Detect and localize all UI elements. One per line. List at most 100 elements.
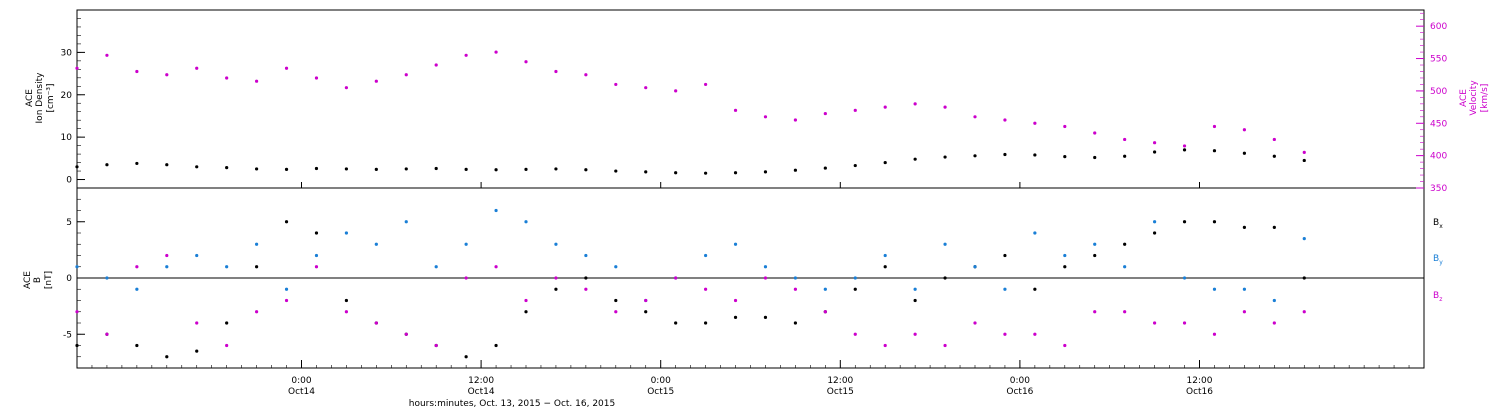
b-bz-point: [374, 321, 378, 325]
velocity-point: [105, 53, 109, 57]
velocity-point: [284, 66, 289, 70]
bottom-left-tick-label: -5: [63, 330, 72, 340]
b-bx-point: [644, 310, 648, 314]
top-left-axis-title-line3: [cm⁻³]: [46, 83, 56, 112]
ion-density-point: [284, 167, 289, 171]
ion-density-point: [1093, 155, 1097, 160]
velocity-point: [1272, 137, 1276, 142]
velocity-point: [255, 79, 259, 83]
b-bx-point: [1302, 276, 1306, 280]
b-bx-point: [284, 220, 289, 224]
b-by-point: [1123, 265, 1127, 269]
x-tick-time-label: 12:00: [468, 376, 494, 386]
x-tick-date-label: Oct16: [1006, 387, 1033, 397]
b-bz-point: [314, 265, 319, 269]
b-bz-point: [883, 343, 887, 348]
b-bx-point: [1212, 220, 1217, 224]
b-bz-point: [494, 265, 498, 269]
velocity-point: [704, 82, 708, 87]
bottom-left-axis-title-line1: ACE: [23, 271, 33, 289]
legend-entry-by: By: [1433, 254, 1443, 266]
bottom-left-axis-title-line3: [nT]: [44, 271, 54, 289]
b-bz-point: [704, 287, 708, 291]
velocity-point: [1033, 121, 1037, 125]
b-bx-point: [853, 287, 857, 291]
ion-density-point: [314, 166, 319, 171]
top-right-tick-label: 600: [1430, 22, 1447, 32]
x-tick-date-label: Oct15: [647, 387, 674, 397]
ion-density-point: [644, 170, 648, 174]
b-by-point: [195, 253, 199, 258]
x-tick-date-label: Oct15: [827, 387, 854, 397]
b-by-point: [135, 287, 139, 291]
b-bx-point: [793, 321, 798, 325]
b-bz-point: [105, 332, 109, 336]
velocity-point: [404, 73, 408, 77]
b-by-point: [225, 265, 229, 269]
velocity-point: [1063, 124, 1067, 129]
ion-density-point: [1182, 148, 1187, 152]
top-right-tick-label: 400: [1430, 152, 1447, 162]
b-by-point: [1242, 287, 1246, 291]
x-tick-time-label: 0:00: [651, 376, 671, 386]
velocity-point: [674, 89, 678, 93]
bottom-left-tick-label: 0: [66, 274, 72, 284]
velocity-point: [374, 79, 378, 83]
b-by-point: [614, 265, 618, 269]
b-by-point: [524, 220, 528, 224]
b-by-point: [1182, 276, 1187, 280]
x-tick-time-label: 0:00: [1010, 376, 1030, 386]
b-by-point: [1153, 220, 1157, 224]
ion-density-point: [1242, 151, 1246, 155]
b-bz-point: [284, 298, 289, 303]
b-bz-point: [1212, 332, 1217, 336]
b-bx-point: [1272, 225, 1276, 229]
velocity-point: [973, 115, 977, 119]
b-bz-point: [1272, 321, 1276, 325]
b-bz-point: [1153, 321, 1157, 325]
b-bz-point: [1242, 310, 1246, 314]
b-bz-point: [1182, 321, 1187, 325]
ion-density-point: [733, 171, 738, 175]
b-bx-point: [1182, 220, 1187, 224]
ion-density-point: [374, 167, 378, 171]
b-bx-point: [883, 265, 887, 269]
velocity-point: [1302, 150, 1306, 154]
ticks-layer: 0:00Oct1412:00Oct140:00Oct1512:00Oct150:…: [61, 12, 1447, 397]
top-right-tick-label: 450: [1430, 119, 1447, 129]
ion-density-point: [105, 163, 109, 167]
b-bx-point: [344, 298, 348, 303]
ion-density-point: [165, 163, 169, 167]
b-bz-point: [344, 310, 348, 314]
ion-density-point: [584, 168, 588, 172]
b-by-point: [1272, 298, 1276, 303]
velocity-point: [1003, 118, 1007, 122]
b-bx-point: [1093, 253, 1097, 258]
top-right-axis-title-line1: ACE: [1459, 89, 1469, 107]
ion-density-point: [793, 168, 798, 172]
velocity-point: [344, 86, 348, 90]
top-left-tick-label: 30: [61, 48, 73, 58]
b-bx-point: [1063, 265, 1067, 269]
ion-density-point: [1302, 158, 1306, 163]
b-bz-point: [135, 265, 139, 269]
velocity-point: [1093, 131, 1097, 135]
b-bx-point: [584, 276, 588, 280]
velocity-point: [314, 76, 319, 80]
velocity-point: [195, 66, 199, 70]
b-by-point: [823, 287, 827, 291]
b-bz-point: [853, 332, 857, 336]
b-by-point: [1212, 287, 1217, 291]
b-bz-point: [404, 332, 408, 336]
b-by-point: [883, 253, 887, 258]
velocity-point: [943, 105, 947, 109]
b-bx-point: [913, 298, 917, 303]
top-panel-frame: [76, 9, 1425, 189]
b-bz-point: [614, 310, 618, 314]
b-bz-point: [913, 332, 917, 336]
b-by-point: [973, 265, 977, 269]
ion-density-point: [943, 155, 947, 159]
b-by-point: [374, 242, 378, 246]
velocity-point: [165, 73, 169, 77]
